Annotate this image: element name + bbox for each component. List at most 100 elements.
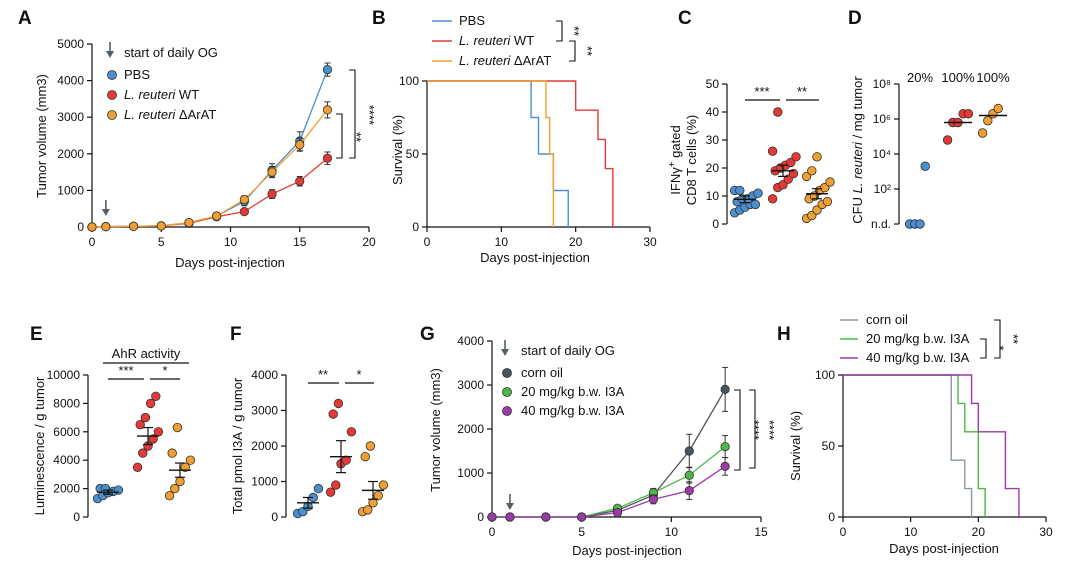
panel-label-h: H: [777, 324, 791, 345]
data-point: [378, 480, 389, 490]
x-axis-label: Days post-injection: [889, 541, 999, 556]
significance-2: **: [797, 84, 807, 99]
data-point: [577, 512, 587, 522]
panel-f-y-tick-label: 2000: [251, 439, 278, 453]
data-point: [720, 441, 730, 452]
panel-b-x-tick-label: 10: [495, 235, 509, 249]
data-point: [341, 455, 351, 465]
data-point: [212, 211, 222, 221]
survival-curve-0: [427, 80, 569, 227]
panel-g-y-tick-label: 4000: [457, 334, 484, 348]
panel-e: 0 2000 4000 6000 8000 10000 E Luminescence / g …: [30, 324, 196, 524]
data-point: [791, 152, 801, 162]
x-axis-label: Days post-injection: [480, 250, 590, 265]
x-axis-label: Days post-injection: [175, 255, 285, 270]
data-point: [612, 507, 623, 518]
legend-suffix: WT: [510, 33, 534, 48]
data-point: [767, 146, 778, 156]
panel-label-d: D: [848, 8, 862, 29]
legend-label: 40 mg/kg b.w. I3A: [521, 403, 625, 418]
data-point: [239, 194, 249, 205]
data-point: [172, 422, 183, 433]
panel-h-x-tick-label: 0: [840, 525, 847, 539]
label-part: gated: [668, 125, 683, 161]
series-line-1: [91, 157, 328, 228]
panel-f-y-tick-label: 0: [271, 510, 278, 524]
start-arrow-head: [101, 209, 110, 216]
panel-b-x-tick-label: 20: [569, 235, 583, 249]
panel-a-y-tick-label: 1000: [57, 183, 84, 197]
data-point: [138, 448, 148, 458]
data-point: [505, 512, 515, 522]
bracket-inner: [734, 389, 741, 471]
data-point: [977, 128, 988, 138]
chart-title: AhR activity: [112, 346, 181, 361]
panel-c-y-tick-label: 20: [706, 161, 720, 175]
legend-label: L. reuteri ΔArAT: [124, 107, 216, 122]
significance-2: **: [580, 46, 595, 56]
survival-curve-2: [843, 374, 1020, 517]
panel-c-y-tick-label: 40: [706, 105, 720, 119]
data-point: [487, 512, 497, 522]
panel-a-y-tick-label: 5000: [57, 37, 84, 51]
panel-g-x-tick-label: 0: [489, 525, 496, 539]
y-axis-label: Total pmol I3A / g tumor: [230, 377, 245, 514]
series-line-2: [492, 465, 726, 518]
panel-e-y-tick-label: 6000: [53, 425, 80, 439]
panel-b-x-tick-label: 0: [424, 235, 431, 249]
panel-a-x-tick-label: 5: [158, 235, 165, 249]
panel-a-y-tick-label: 4000: [57, 74, 84, 88]
data-point: [167, 448, 177, 458]
legend-suffix: ΔArAT: [510, 53, 551, 68]
panel-a: 0 1000 2000 3000 4000 5000 0 5 10 15 20 A Tumor volu…: [18, 8, 377, 270]
data-point: [720, 384, 730, 394]
panel-label-f: F: [230, 324, 242, 345]
data-point: [920, 161, 930, 171]
data-point: [140, 412, 151, 423]
data-point: [87, 222, 97, 232]
data-point: [812, 152, 822, 162]
data-point: [113, 485, 124, 495]
data-point: [151, 391, 161, 402]
data-point: [135, 420, 145, 430]
data-point: [684, 446, 694, 456]
legend-label: 20 mg/kg b.w. I3A: [866, 331, 970, 346]
data-point: [164, 491, 175, 501]
panel-g-y-tick-label: 1000: [457, 466, 484, 480]
data-point: [184, 218, 194, 228]
data-point: [328, 409, 338, 419]
data-point: [735, 185, 745, 196]
data-point: [267, 189, 277, 199]
panel-c-y-tick-label: 0: [712, 217, 719, 231]
data-point: [365, 441, 376, 451]
legend-label: corn oil: [866, 312, 908, 327]
panel-d-y-tick-label: 10⁸: [873, 77, 891, 91]
data-point: [360, 451, 370, 462]
panel-d-y-tick-label: n.d.: [871, 217, 891, 231]
data-point: [942, 135, 953, 145]
legend-italic: L. reuteri: [459, 53, 511, 68]
panel-label-a: A: [18, 8, 32, 29]
data-point: [175, 476, 185, 487]
data-point: [541, 512, 551, 522]
panel-h-x-tick-label: 30: [1039, 525, 1053, 539]
panel-g-x-tick-label: 5: [578, 525, 585, 539]
panel-b-x-tick-label: 30: [643, 235, 657, 249]
significance-1: ***: [754, 84, 769, 99]
x-axis-label: Days post-injection: [572, 543, 682, 558]
label-part: / mg tumor: [850, 76, 865, 142]
significance-2: *: [356, 367, 361, 382]
data-point: [684, 485, 694, 496]
panel-a-x-tick-label: 0: [89, 235, 96, 249]
panel-c-y-tick-label: 10: [706, 189, 720, 203]
survival-curve-2: [427, 80, 555, 227]
group-percent-label: 20%: [907, 70, 933, 85]
y-axis-label: Survival (%): [390, 115, 405, 185]
panel-e-y-tick-label: 10000: [47, 368, 81, 382]
legend-marker: [107, 110, 117, 120]
data-point: [295, 176, 305, 186]
significance-outer: ****: [762, 420, 777, 440]
legend-arrow-head: [501, 349, 509, 356]
data-point: [331, 480, 341, 490]
